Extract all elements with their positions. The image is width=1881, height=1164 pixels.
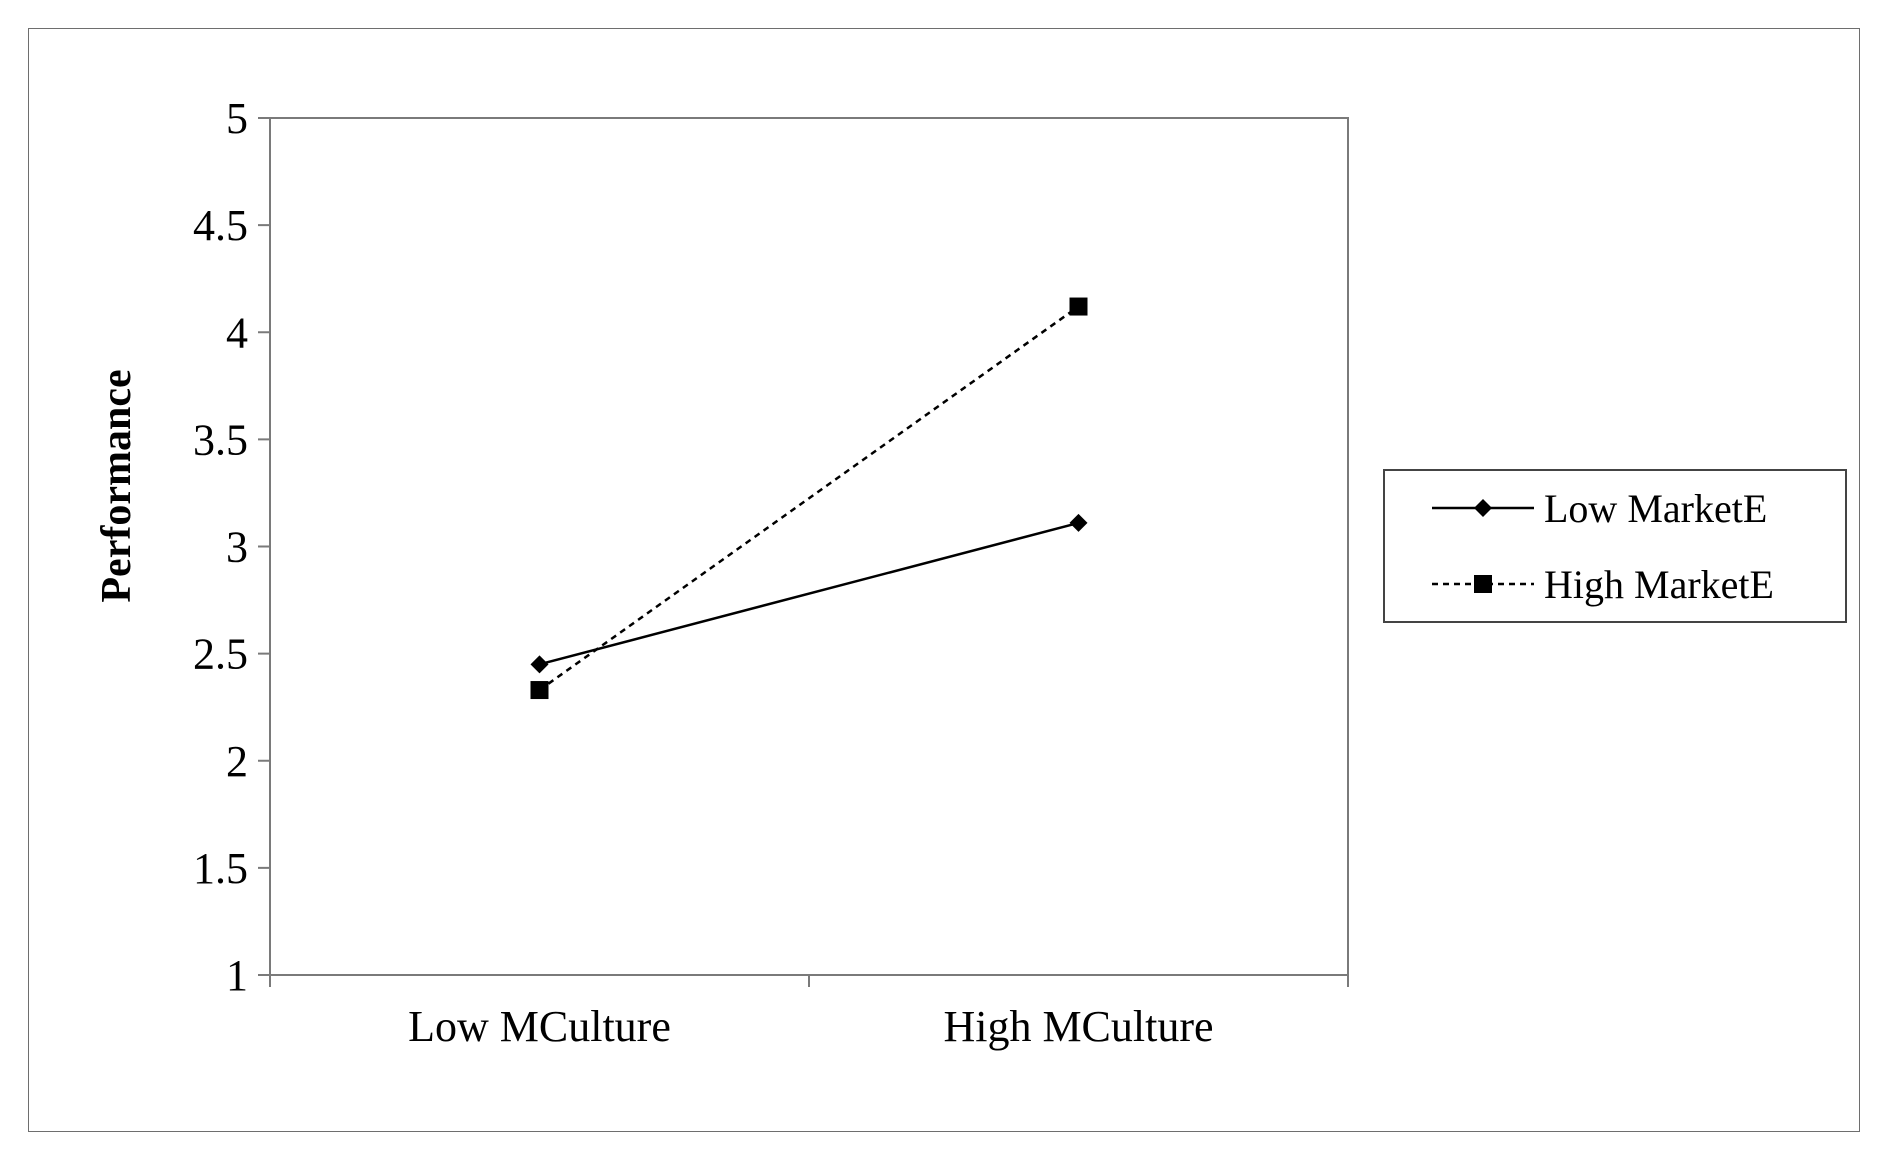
y-tick-label: 4.5 (193, 201, 248, 250)
y-tick-label: 2.5 (193, 630, 248, 679)
plot-border (269, 117, 1349, 976)
legend-label-1: Low MarketE (1544, 486, 1767, 531)
y-tick-label: 2 (226, 737, 248, 786)
x-tick-label: Low MCulture (408, 1002, 671, 1051)
legend: Low MarketE High MarketE (1383, 469, 1847, 623)
legend-marker-2 (1474, 575, 1492, 593)
y-tick-label: 4 (226, 308, 248, 357)
plot-area: 1 1.5 2 2.5 3 3.5 4 4.5 5 Low MCulture High MCultu… (193, 94, 1349, 1051)
y-tick-label: 3.5 (193, 415, 248, 464)
data-point-series-1 (530, 655, 549, 674)
x-tick-label: High MCulture (943, 1002, 1213, 1051)
series-line-2 (538, 305, 1080, 692)
legend-label-2: High MarketE (1544, 562, 1774, 607)
legend-box (1383, 469, 1847, 623)
y-axis-title: Performance (94, 369, 140, 602)
legend-marker-1 (1474, 499, 1492, 517)
series-line-1 (539, 521, 1079, 666)
data-point-series-2 (1069, 297, 1088, 316)
y-tick-label: 3 (226, 523, 248, 572)
y-tick-label: 1.5 (193, 844, 248, 893)
y-tick-label: 1 (226, 951, 248, 1000)
y-tick-label: 5 (226, 94, 248, 143)
data-point-series-2 (530, 681, 549, 700)
data-point-series-1 (1069, 513, 1088, 532)
